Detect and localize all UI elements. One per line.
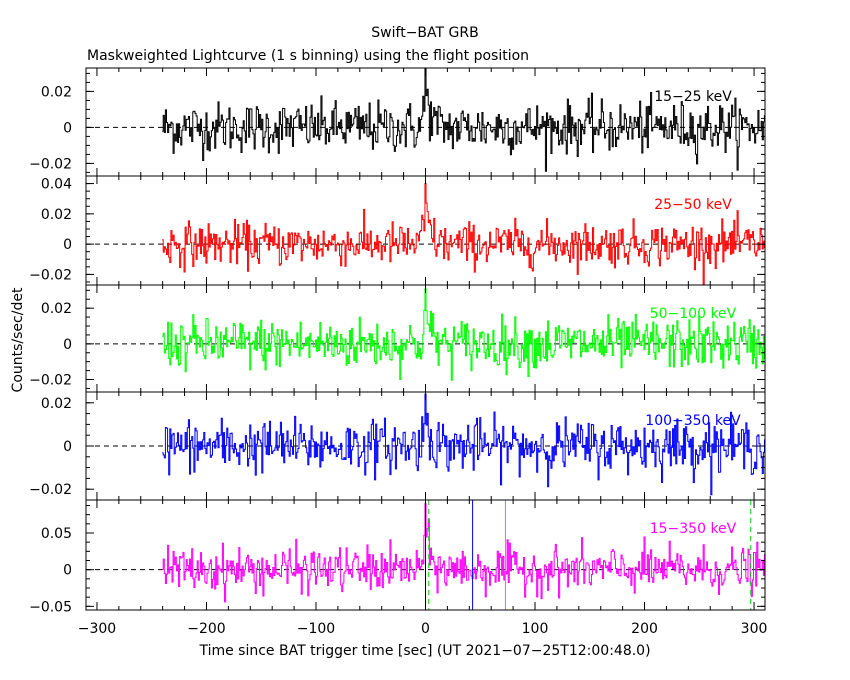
band-label: 15−25 keV: [654, 89, 732, 105]
y-tick-label: 0.02: [41, 84, 72, 100]
y-tick-label: 0: [63, 337, 72, 353]
x-tick-label: −100: [297, 621, 335, 637]
panel-frame: [85, 175, 766, 286]
panel-0: −0.02 0 0.02 15−25 keV: [29, 67, 766, 177]
y-tick-label: 0.02: [41, 207, 72, 223]
x-tick-label: 300: [741, 621, 768, 637]
series-0: [162, 68, 765, 172]
series-2: [162, 288, 765, 381]
y-tick-label: −0.02: [29, 373, 72, 389]
y-tick-label: 0.02: [41, 396, 72, 412]
y-tick-label: 0.05: [41, 526, 72, 542]
x-tick-label: 0: [421, 621, 430, 637]
band-label: 25−50 keV: [654, 197, 732, 213]
panel-1: −0.02 0 0.02 0.04 25−50 keV: [29, 175, 766, 286]
y-tick-label: 0: [63, 563, 72, 579]
figure-title: Swift−BAT GRB: [371, 25, 478, 41]
band-label: 15−350 keV: [650, 521, 737, 537]
panel-frame: [85, 67, 766, 177]
x-tick-label: 200: [631, 621, 658, 637]
y-tick-label: 0: [63, 439, 72, 455]
x-axis-label: Time since BAT trigger time [sec] (UT 20…: [198, 643, 650, 659]
series-4: [162, 503, 765, 603]
y-tick-label: −0.02: [29, 156, 72, 172]
y-tick-label: −0.02: [29, 267, 72, 283]
figure-subtitle: Maskweighted Lightcurve (1 s binning) us…: [87, 48, 529, 64]
panel-2: −0.02 0 0.02 50−100 keV: [29, 284, 766, 393]
y-tick-label: −0.05: [29, 599, 72, 615]
x-tick-label: −200: [187, 621, 225, 637]
y-axis-label: Counts/sec/det: [10, 287, 26, 392]
y-tick-label: 0.02: [41, 301, 72, 317]
y-tick-label: 0.04: [41, 177, 72, 193]
y-tick-label: 0: [63, 120, 72, 136]
series-3: [162, 393, 765, 496]
y-tick-label: −0.02: [29, 482, 72, 498]
x-tick-label: −300: [78, 621, 116, 637]
panel-3: −0.02 0 0.02 100−350 keV: [29, 391, 766, 501]
panels-group: −0.02 0 0.02 15−25 keV −0.02 0 0.02 0.04 25−50 k…: [29, 67, 768, 637]
panel-frame: [85, 284, 766, 393]
band-label: 100−350 keV: [645, 413, 741, 429]
panel-4: −0.05 0 0.05 15−350 keV: [29, 499, 766, 615]
y-tick-label: 0: [63, 237, 72, 253]
x-tick-label: 100: [522, 621, 549, 637]
series-1: [162, 183, 765, 285]
band-label: 50−100 keV: [650, 306, 737, 322]
